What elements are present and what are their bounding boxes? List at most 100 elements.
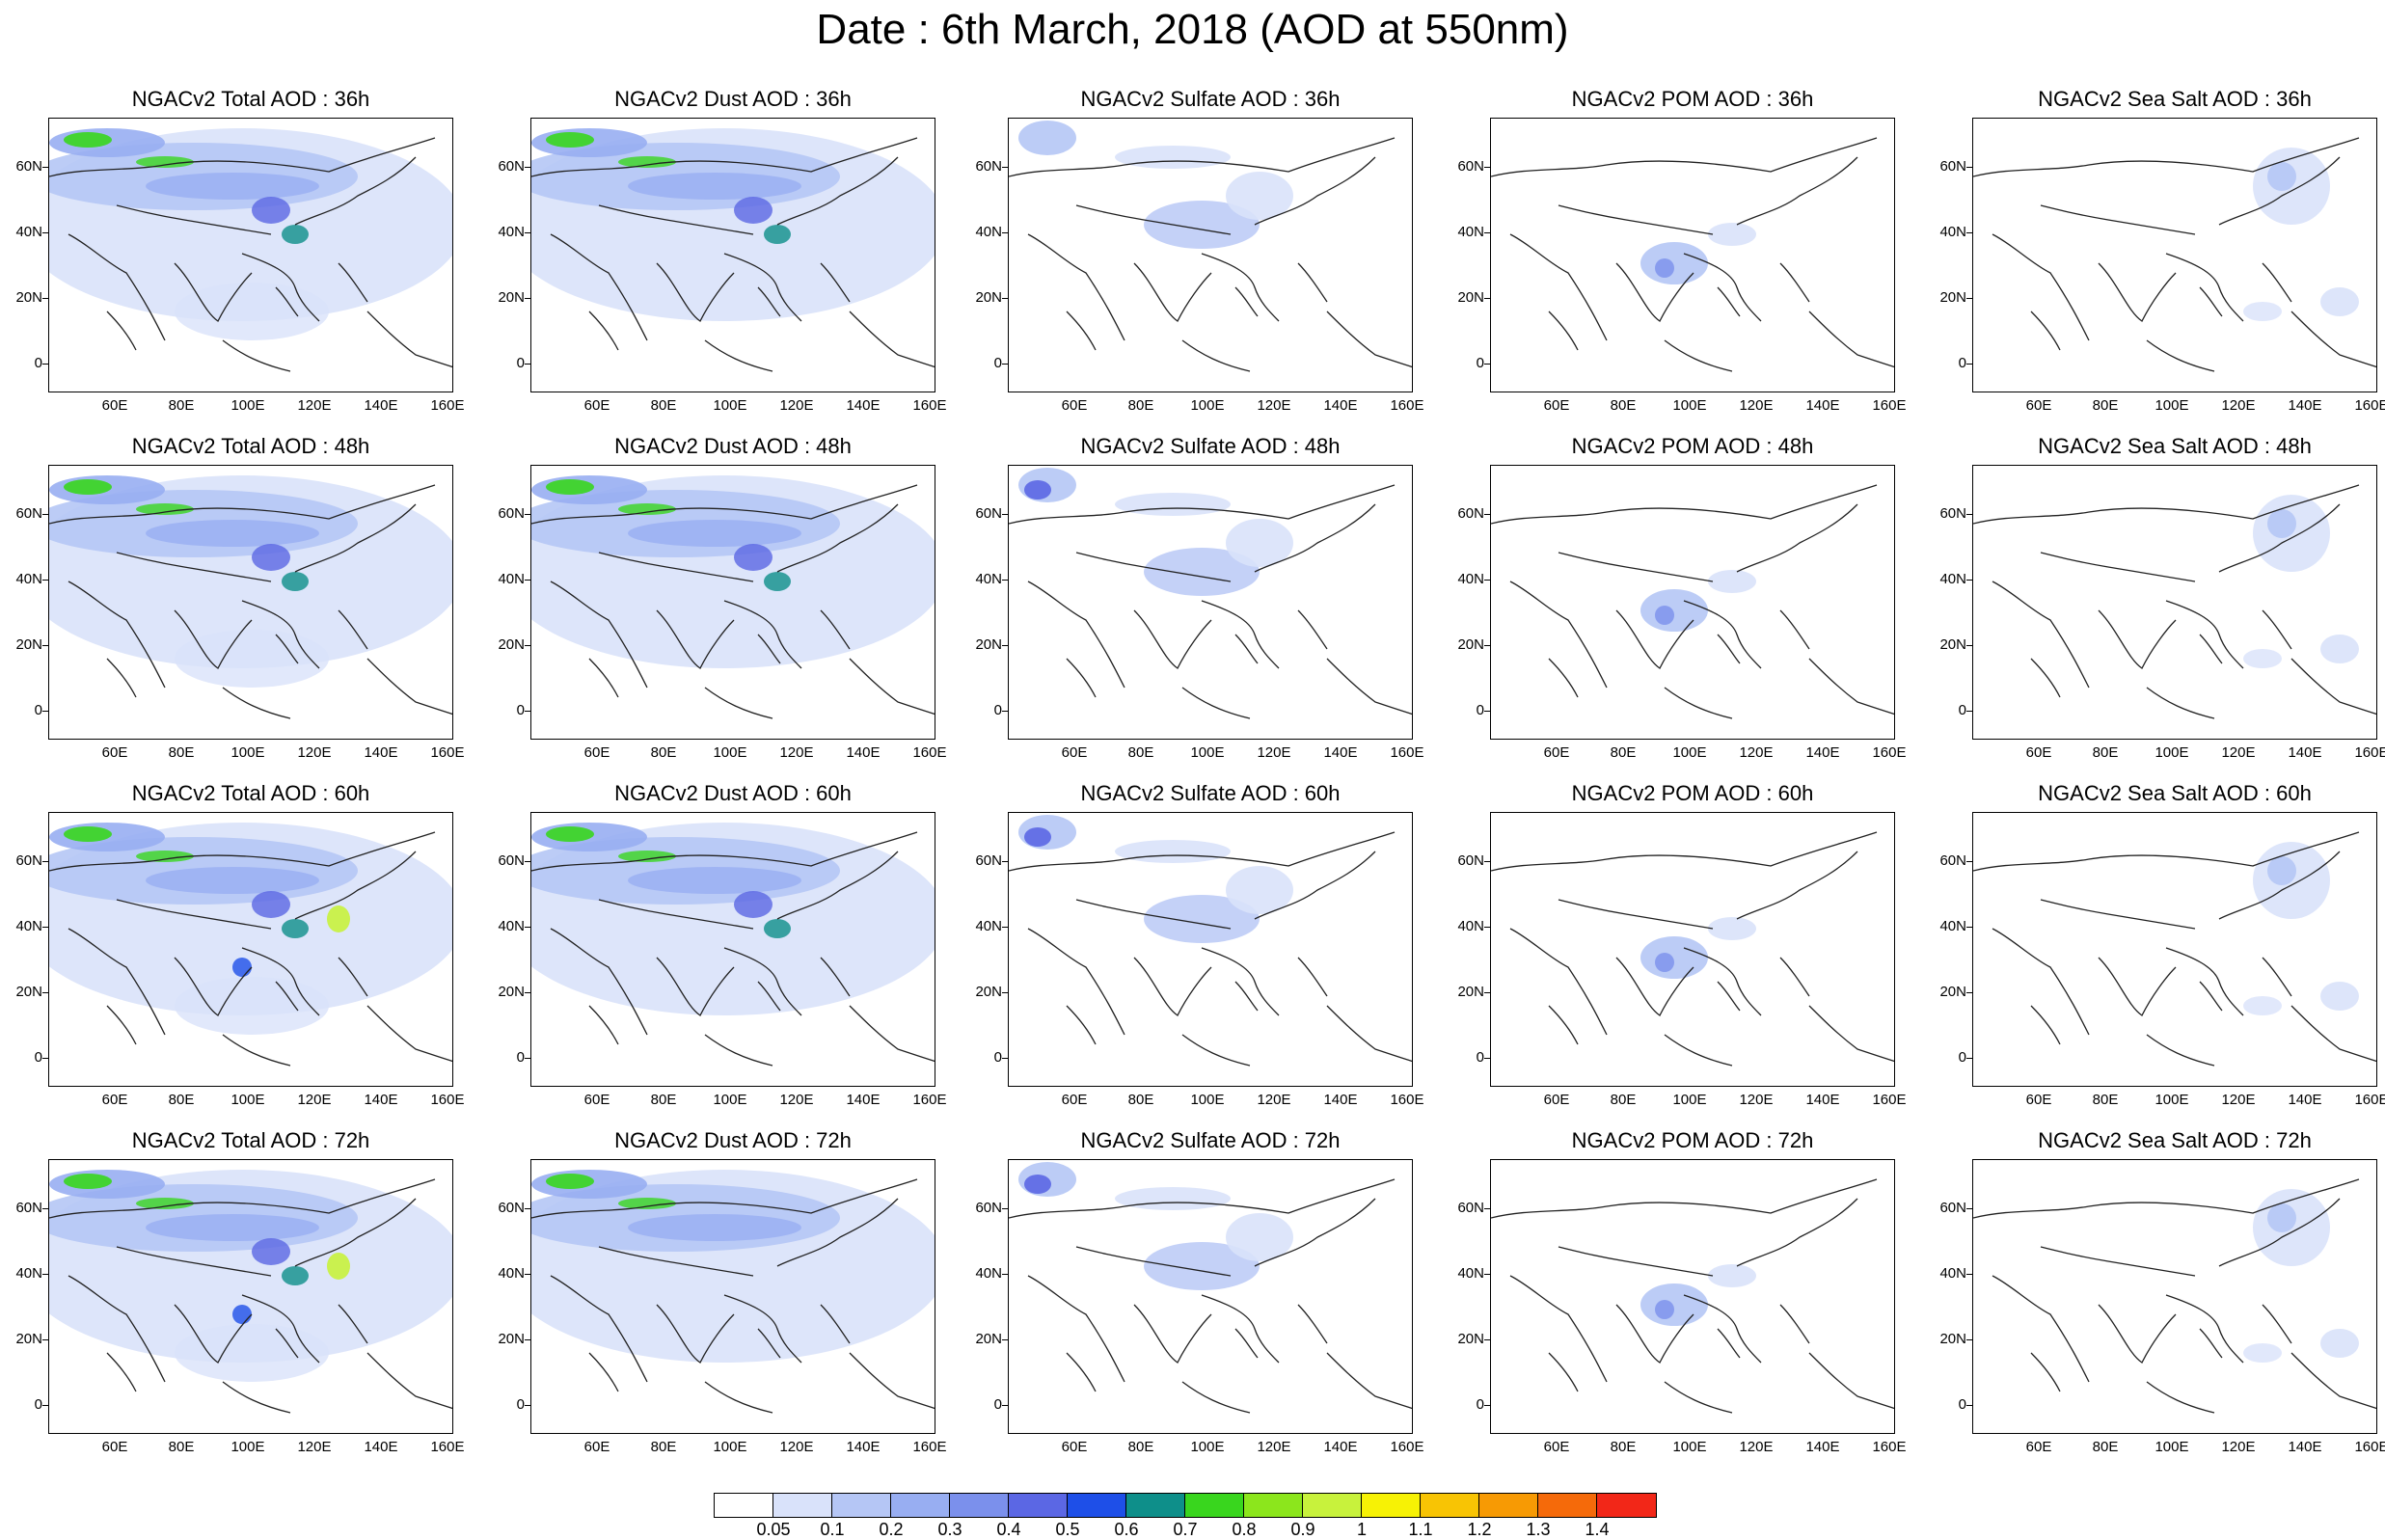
aod-shading bbox=[1226, 519, 1293, 567]
lon-tick-label: 160E bbox=[1390, 397, 1424, 414]
coastline bbox=[2165, 253, 2244, 322]
map-frame bbox=[48, 118, 453, 392]
lat-tick-label: 40N bbox=[1939, 224, 1966, 240]
coastline bbox=[1808, 658, 1894, 716]
lat-tick bbox=[1484, 514, 1490, 515]
coastline bbox=[1736, 1198, 1858, 1267]
coastline bbox=[1973, 1178, 2360, 1219]
lon-tick-label: 160E bbox=[430, 1439, 465, 1455]
map-panel: NGACv2 Sulfate AOD : 36h 60N 40N 20N 0 60E 80E… bbox=[960, 87, 1442, 434]
aod-shading bbox=[282, 1266, 309, 1285]
lat-tick-label: 60N bbox=[1457, 505, 1484, 522]
aod-shading bbox=[546, 132, 594, 148]
colorbar-label: 1.1 bbox=[1408, 1520, 1433, 1539]
coastline bbox=[757, 1328, 781, 1359]
coastline bbox=[849, 311, 935, 368]
coastline bbox=[1509, 928, 1608, 1036]
lon-tick-label: 140E bbox=[1323, 1439, 1358, 1455]
coastline bbox=[1027, 1275, 1125, 1383]
coastline bbox=[1075, 204, 1232, 235]
aod-shading bbox=[2243, 302, 2282, 321]
lat-tick bbox=[525, 1339, 530, 1340]
aod-shading bbox=[546, 1174, 594, 1189]
lat-tick bbox=[42, 167, 48, 168]
coastline bbox=[2199, 634, 2223, 664]
aod-shading bbox=[252, 1238, 290, 1265]
coastline bbox=[1491, 831, 1878, 872]
lat-tick-label: 20N bbox=[498, 984, 525, 1000]
aod-shading bbox=[1640, 1283, 1708, 1326]
coastline bbox=[1973, 137, 2360, 177]
coastline bbox=[531, 831, 918, 872]
coastline bbox=[723, 600, 802, 669]
lat-tick bbox=[1002, 580, 1008, 581]
lon-tick-label: 160E bbox=[1390, 1092, 1424, 1108]
map-svg bbox=[1491, 137, 1894, 372]
lon-tick-label: 140E bbox=[1805, 1092, 1840, 1108]
lat-tick bbox=[525, 1274, 530, 1275]
lat-tick-label: 20N bbox=[15, 636, 42, 653]
coastline bbox=[849, 658, 935, 716]
coastline bbox=[1509, 233, 1608, 341]
lon-tick-label: 120E bbox=[1739, 1439, 1774, 1455]
aod-shading bbox=[146, 867, 319, 894]
lon-tick-label: 140E bbox=[1805, 744, 1840, 761]
lat-tick bbox=[42, 364, 48, 365]
lon-tick-label: 160E bbox=[912, 744, 947, 761]
lon-tick-label: 120E bbox=[297, 1092, 332, 1108]
coastline bbox=[366, 1352, 452, 1410]
lon-tick-label: 60E bbox=[1543, 1092, 1570, 1108]
lat-tick bbox=[1484, 927, 1490, 928]
lat-tick-label: 20N bbox=[1457, 1331, 1484, 1347]
lon-tick-label: 140E bbox=[1323, 1092, 1358, 1108]
lat-tick-label: 20N bbox=[498, 636, 525, 653]
aod-shading bbox=[1024, 480, 1051, 500]
map-frame bbox=[530, 1159, 935, 1434]
lat-tick-label: 20N bbox=[1939, 984, 1966, 1000]
lat-tick bbox=[1484, 298, 1490, 299]
lat-tick bbox=[525, 1208, 530, 1209]
aod-shading bbox=[2243, 996, 2282, 1015]
coastline bbox=[241, 253, 320, 322]
coastline bbox=[1808, 311, 1894, 368]
coastline bbox=[1201, 600, 1280, 669]
lat-tick bbox=[525, 992, 530, 993]
aod-shading bbox=[136, 503, 194, 515]
aod-shading bbox=[327, 1253, 350, 1280]
lon-tick-label: 60E bbox=[1543, 744, 1570, 761]
lat-tick-label: 20N bbox=[975, 636, 1002, 653]
coastline bbox=[174, 609, 253, 669]
coastline bbox=[588, 311, 619, 351]
coastline bbox=[1075, 1246, 1232, 1277]
lon-tick-label: 140E bbox=[364, 1439, 398, 1455]
lat-tick-label: 0 bbox=[516, 1396, 525, 1413]
coastline bbox=[1779, 1304, 1810, 1344]
coastline bbox=[1558, 899, 1714, 930]
colorbar-label: 0.9 bbox=[1290, 1520, 1315, 1539]
lat-tick-label: 40N bbox=[15, 918, 42, 934]
lat-tick bbox=[1002, 298, 1008, 299]
coastline bbox=[1992, 1275, 2090, 1383]
lat-tick-label: 0 bbox=[1476, 1396, 1484, 1413]
lon-tick-label: 160E bbox=[1390, 1439, 1424, 1455]
lon-tick-label: 80E bbox=[650, 744, 677, 761]
aod-shading bbox=[618, 503, 676, 515]
lat-tick-label: 40N bbox=[498, 571, 525, 587]
coastline bbox=[1326, 658, 1412, 716]
lon-tick-label: 140E bbox=[364, 744, 398, 761]
lat-tick bbox=[1484, 645, 1490, 646]
map-svg bbox=[49, 475, 452, 719]
map-panel: NGACv2 Sea Salt AOD : 48h 60N 40N 20N 0 60E 80… bbox=[1924, 434, 2385, 781]
coastline bbox=[1509, 1275, 1608, 1383]
coastline bbox=[2290, 1005, 2376, 1063]
lat-tick bbox=[1966, 580, 1972, 581]
coastline bbox=[2146, 339, 2215, 372]
map-svg bbox=[531, 475, 935, 719]
figure-title: Date : 6th March, 2018 (AOD at 550nm) bbox=[816, 6, 1569, 53]
coastline bbox=[1717, 634, 1741, 664]
aod-shading bbox=[734, 197, 772, 224]
map-svg bbox=[1973, 831, 2376, 1067]
coastline bbox=[2218, 851, 2341, 920]
map-panel: NGACv2 Dust AOD : 60h 60N 40N 20N 0 60E 80E 100… bbox=[482, 781, 964, 1128]
aod-shading bbox=[1655, 606, 1674, 625]
